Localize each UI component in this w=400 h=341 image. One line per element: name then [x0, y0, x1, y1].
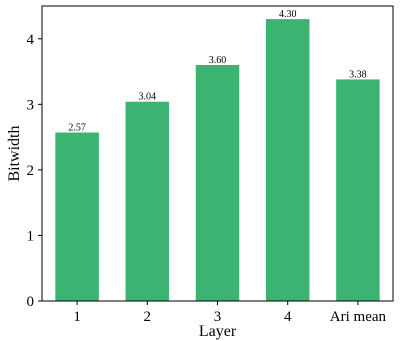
y-tick-label: 3 [27, 97, 35, 113]
bar-1 [55, 132, 99, 301]
x-tick-label: Ari mean [330, 309, 387, 325]
bar-3 [195, 65, 240, 301]
bars-group [55, 19, 380, 301]
data-label: 4.30 [279, 9, 297, 20]
bar-2 [125, 101, 170, 301]
y-tick-label: 2 [27, 163, 35, 179]
y-tick-label: 4 [27, 32, 35, 48]
y-tick-label: 0 [27, 294, 35, 310]
x-tick-label: 4 [284, 309, 292, 325]
bar-ari-mean [336, 79, 380, 301]
x-axis: 1 2 3 4 Ari mean [73, 301, 387, 325]
data-label: 3.60 [209, 55, 227, 66]
y-axis-title: Bitwidth [6, 125, 23, 181]
x-axis-title: Layer [199, 323, 237, 340]
data-label: 3.04 [139, 92, 157, 103]
data-label: 3.38 [349, 69, 367, 80]
y-tick-label: 1 [27, 228, 35, 244]
data-label: 2.57 [68, 123, 86, 134]
x-tick-label: 2 [144, 309, 152, 325]
data-labels-group: 2.57 3.04 3.60 4.30 3.38 [68, 9, 366, 133]
y-axis: 0 1 2 3 4 [27, 32, 42, 310]
x-tick-label: 3 [214, 309, 222, 325]
bar-4 [265, 19, 310, 301]
x-tick-label: 1 [73, 309, 81, 325]
